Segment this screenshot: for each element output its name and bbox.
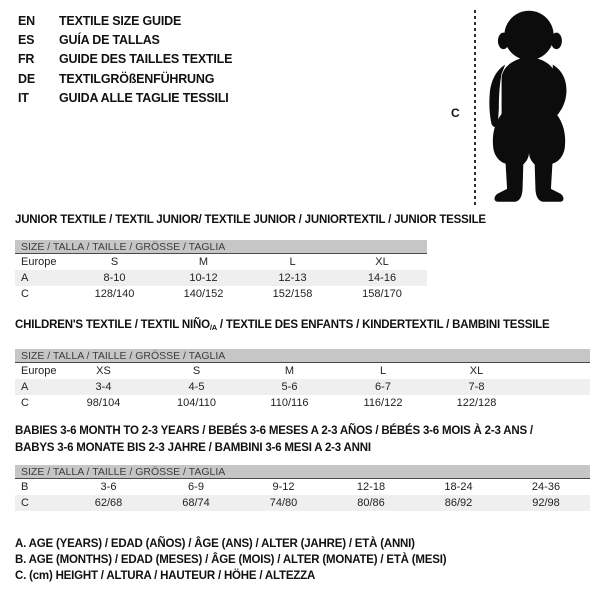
babies-size-table: B 3-6 6-9 9-12 12-18 18-24 24-36 C 62/68 68/74 74/… [15,479,590,511]
table-row: A 3-4 4-5 5-6 6-7 7-8 [15,379,590,395]
babies-textile-section: BABIES 3-6 MONTH TO 2-3 YEARS / BEBÉS 3-… [15,423,590,511]
section-title: JUNIOR TEXTILE / TEXTIL JUNIOR/ TEXTILE … [15,214,486,226]
language-row: ES GUÍA DE TALLAS [18,31,232,50]
size-cell: 10-12 [189,272,218,284]
table-row: Europe XS S M L XL [15,363,590,379]
size-cell: XS [96,365,111,377]
row-label: C [21,397,29,409]
language-title: GUIDA ALLE TAGLIE TESSILI [59,90,229,105]
language-code: EN [18,14,35,28]
language-title: TEXTILGRÖßENFÜHRUNG [59,71,215,86]
size-cell: 68/74 [182,497,210,509]
children-size-table: Europe XS S M L XL A 3-4 4-5 5-6 6-7 7-8 C 98/104 104/… [15,363,590,411]
size-cell: 140/152 [183,288,224,300]
footnote-legend: A. AGE (YEARS) / EDAD (AÑOS) / ÂGE (ANS)… [15,536,447,584]
size-cell: 14-16 [367,272,397,284]
footnote-height: C. (cm) HEIGHT / ALTURA / HAUTEUR / HÖHE… [15,570,316,582]
size-cell: 8-10 [103,272,126,284]
size-cell: XL [469,365,484,377]
children-textile-section: CHILDREN'S TEXTILE / TEXTIL NIÑO/A / TEX… [15,319,590,411]
language-title: GUÍA DE TALLAS [59,33,160,48]
size-cell: L [289,256,296,268]
junior-size-table: Europe S M L XL A 8-10 10-12 12-13 14-16 C 128/140 1… [15,254,427,302]
language-title: GUIDE DES TAILLES TEXTILE [59,52,233,67]
size-cell: M [284,365,295,377]
size-cell: 4-5 [188,381,205,393]
size-cell: L [379,365,387,377]
footnote-age-months: B. AGE (MONTHS) / EDAD (MESES) / ÂGE (MO… [15,554,447,566]
table-row: C 128/140 140/152 152/158 158/170 [15,286,427,302]
size-cell: 5-6 [281,381,298,393]
size-cell: 122/128 [456,397,497,409]
size-cell: 3-6 [100,481,117,493]
language-row: FR GUIDE DES TAILLES TEXTILE [18,50,232,69]
table-row: C 62/68 68/74 74/80 80/86 86/92 92/98 [15,495,590,511]
size-cell: 7-8 [468,381,485,393]
row-label: Europe [21,256,57,268]
size-cell: M [198,256,209,268]
size-cell: 74/80 [269,497,298,509]
empty-cell [523,363,590,379]
size-cell: 18-24 [444,481,473,493]
size-cell: S [192,365,201,377]
empty-cell [523,395,590,411]
table-row: B 3-6 6-9 9-12 12-18 18-24 24-36 [15,479,590,495]
table-row: A 8-10 10-12 12-13 14-16 [15,270,427,286]
size-cell: 80/86 [357,497,385,509]
section-title-subscript: /A [209,323,217,332]
section-title-text: / TEXTILE DES ENFANTS / KINDERTEXTIL / B… [216,319,550,331]
size-cell: XL [375,256,389,268]
size-cell: 92/98 [532,497,560,509]
height-dashed-line [474,10,476,207]
section-title-line2: BABYS 3-6 MONATE BIS 2-3 JAHRE / BAMBINI… [15,442,371,454]
size-cell: 3-4 [95,381,112,393]
size-cell: 6-9 [188,481,204,493]
junior-textile-section: JUNIOR TEXTILE / TEXTIL JUNIOR/ TEXTILE … [15,214,486,302]
size-cell: 12-18 [356,481,386,493]
row-label: A [21,381,29,393]
table-row: Europe S M L XL [15,254,427,270]
row-label: B [21,481,29,493]
size-cell: 12-13 [278,272,307,284]
size-cell: 86/92 [444,497,473,509]
size-cell: 116/122 [363,397,403,409]
baby-silhouette [489,10,567,202]
language-code: FR [18,52,35,67]
row-label: C [21,288,29,300]
size-cell: 98/104 [86,397,121,409]
language-title: TEXTILE SIZE GUIDE [59,14,182,28]
size-cell: 62/68 [94,497,123,509]
row-label: Europe [21,365,57,377]
language-code: IT [18,90,29,105]
height-measure-label: C [451,106,460,120]
language-row: DE TEXTILGRÖßENFÜHRUNG [18,70,232,89]
size-header-bar: SIZE / TALLA / TAILLE / GRÖSSE / TAGLIA [15,465,590,479]
section-title-line1: BABIES 3-6 MONTH TO 2-3 YEARS / BEBÉS 3-… [15,425,533,437]
language-code: ES [18,33,35,48]
size-cell: 128/140 [94,288,135,300]
size-header-bar: SIZE / TALLA / TAILLE / GRÖSSE / TAGLIA [15,240,427,254]
section-title-text: CHILDREN'S TEXTILE / TEXTIL NIÑO [15,319,210,331]
size-cell: 110/116 [270,397,309,409]
language-list: EN TEXTILE SIZE GUIDE ES GUÍA DE TALLAS … [18,12,232,108]
footnote-age-years: A. AGE (YEARS) / EDAD (AÑOS) / ÂGE (ANS)… [15,538,415,550]
size-cell: 6-7 [375,381,391,393]
size-cell: 24-36 [531,481,561,493]
size-cell: 104/110 [177,397,216,409]
size-header-bar: SIZE / TALLA / TAILLE / GRÖSSE / TAGLIA [15,349,590,363]
section-title: CHILDREN'S TEXTILE / TEXTIL NIÑO/A / TEX… [15,319,590,334]
size-cell: 152/158 [272,288,313,300]
row-label: C [21,497,29,509]
size-cell: S [110,256,119,268]
language-code: DE [18,71,35,86]
size-cell: 9-12 [272,481,295,493]
size-cell: 158/170 [362,288,402,300]
empty-cell [523,379,590,395]
language-row: IT GUIDA ALLE TAGLIE TESSILI [18,89,232,108]
table-row: C 98/104 104/110 110/116 116/122 122/128 [15,395,590,411]
language-row: EN TEXTILE SIZE GUIDE [18,12,232,31]
row-label: A [21,272,29,284]
